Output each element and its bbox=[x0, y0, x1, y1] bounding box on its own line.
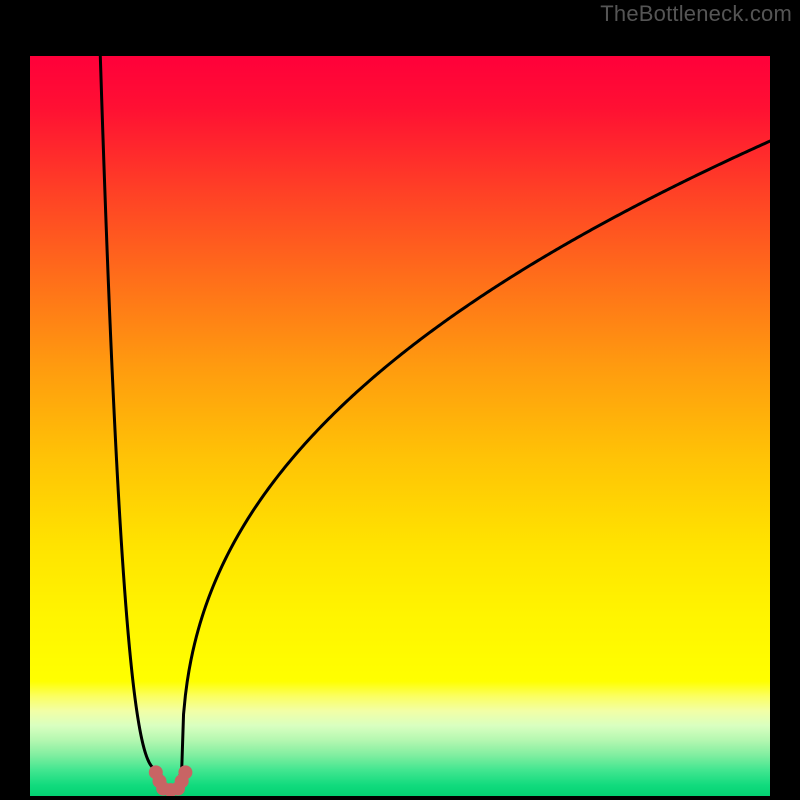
bottleneck-curve-chart bbox=[30, 56, 770, 796]
chart-frame bbox=[0, 26, 800, 800]
watermark-text: TheBottleneck.com bbox=[600, 0, 792, 28]
data-marker bbox=[178, 765, 192, 779]
gradient-background bbox=[30, 56, 770, 796]
plot-area bbox=[30, 56, 770, 796]
